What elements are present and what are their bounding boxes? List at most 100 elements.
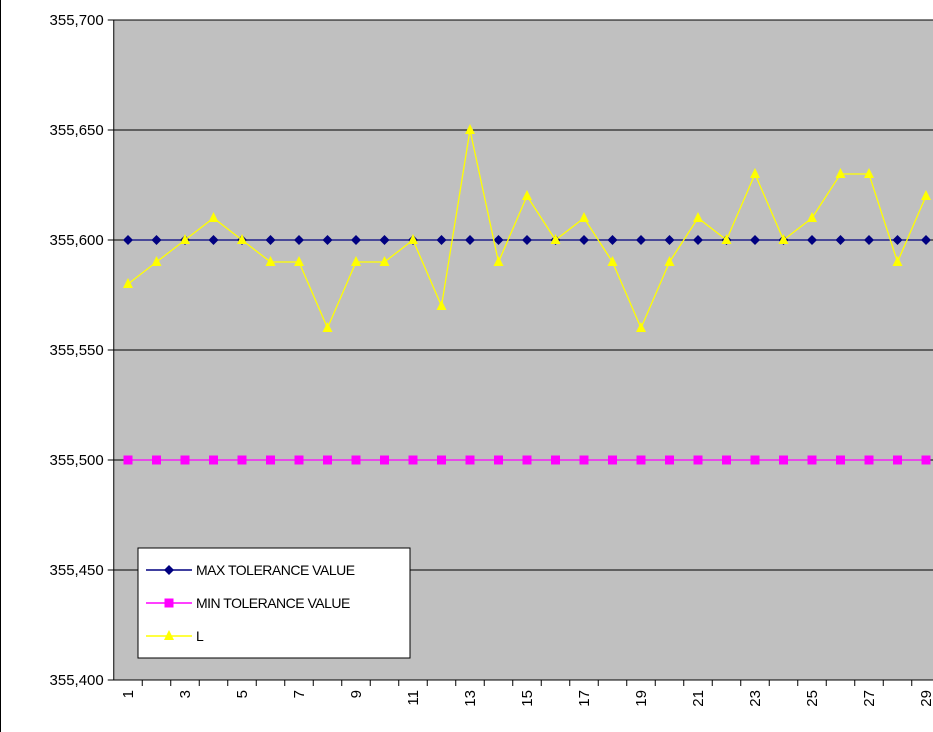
point xyxy=(550,234,561,244)
point xyxy=(208,212,219,222)
x-tick-label: 11 xyxy=(405,690,422,706)
x-tick-label: 27 xyxy=(861,690,878,707)
x-tick-label: 17 xyxy=(576,690,593,707)
point xyxy=(636,322,646,332)
point xyxy=(607,256,618,266)
x-tick-label: 29 xyxy=(918,690,933,707)
y-tick-label: 355,700 xyxy=(50,12,104,29)
point xyxy=(522,455,532,465)
point xyxy=(322,322,333,332)
point xyxy=(721,234,732,244)
point xyxy=(351,256,361,266)
point xyxy=(778,234,789,244)
point xyxy=(864,235,874,245)
y-tick-label: 355,400 xyxy=(50,672,104,689)
x-tick-label: 25 xyxy=(804,690,821,707)
point xyxy=(750,168,760,178)
point xyxy=(494,455,503,465)
point xyxy=(579,212,589,222)
point xyxy=(380,455,389,465)
point xyxy=(180,455,190,465)
x-tick-label: 23 xyxy=(747,690,764,707)
point xyxy=(265,256,276,266)
point xyxy=(921,455,931,465)
point xyxy=(607,235,618,245)
point xyxy=(636,235,646,245)
legend-label: MIN TOLERANCE VALUE xyxy=(196,595,350,611)
legend-marker xyxy=(164,565,174,575)
point xyxy=(408,234,418,244)
point xyxy=(892,256,903,266)
point xyxy=(379,256,390,266)
point xyxy=(664,235,675,245)
point xyxy=(921,235,931,245)
x-tick-label: 13 xyxy=(462,690,479,707)
point xyxy=(807,212,817,222)
point xyxy=(522,190,532,200)
point xyxy=(437,455,446,465)
point xyxy=(123,235,133,245)
point xyxy=(807,455,817,465)
point xyxy=(180,234,190,244)
point xyxy=(864,455,874,465)
point xyxy=(836,455,845,465)
point xyxy=(493,235,504,245)
point xyxy=(323,455,332,465)
point xyxy=(208,235,219,245)
point xyxy=(379,235,390,245)
point xyxy=(465,235,475,245)
x-tick-label: 9 xyxy=(348,690,365,698)
y-tick-label: 355,650 xyxy=(50,122,104,139)
point xyxy=(294,235,304,245)
point xyxy=(693,212,703,222)
point xyxy=(123,455,133,465)
point xyxy=(266,455,275,465)
point xyxy=(351,235,361,245)
point xyxy=(551,455,560,465)
point xyxy=(408,455,418,465)
y-tick-label: 355,550 xyxy=(50,342,104,359)
point xyxy=(436,300,447,310)
x-tick-label: 15 xyxy=(519,690,536,707)
y-tick-label: 355,500 xyxy=(50,452,104,469)
point xyxy=(579,235,589,245)
point xyxy=(835,235,846,245)
point xyxy=(608,455,617,465)
x-tick-label: 3 xyxy=(177,690,194,698)
x-tick-label: 5 xyxy=(234,690,251,698)
point xyxy=(892,235,903,245)
x-tick-label: 1 xyxy=(120,690,137,698)
point xyxy=(436,235,447,245)
point xyxy=(123,278,133,288)
point xyxy=(693,455,703,465)
point xyxy=(579,455,589,465)
point xyxy=(465,124,475,134)
point xyxy=(636,455,646,465)
point xyxy=(294,455,304,465)
x-tick-label: 7 xyxy=(291,690,308,698)
y-tick-label: 355,450 xyxy=(50,562,104,579)
point xyxy=(921,190,931,200)
point xyxy=(779,455,788,465)
point xyxy=(722,455,731,465)
point xyxy=(322,235,333,245)
point xyxy=(522,235,532,245)
point xyxy=(750,235,760,245)
legend-label: MAX TOLERANCE VALUE xyxy=(196,562,355,578)
point xyxy=(693,235,703,245)
point xyxy=(294,256,304,266)
legend-label: L xyxy=(196,628,204,644)
point xyxy=(665,455,674,465)
legend-marker xyxy=(164,630,174,640)
x-tick-label: 21 xyxy=(690,690,707,707)
point xyxy=(493,256,504,266)
point xyxy=(265,235,276,245)
point xyxy=(151,235,162,245)
point xyxy=(750,455,760,465)
point xyxy=(209,455,218,465)
y-tick-label: 355,600 xyxy=(50,232,104,249)
point xyxy=(237,234,247,244)
point xyxy=(152,455,161,465)
point xyxy=(835,168,846,178)
point xyxy=(664,256,675,266)
